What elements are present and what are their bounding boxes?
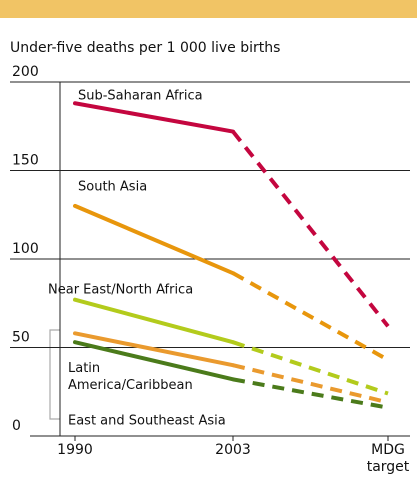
x-tick-label: 2003 — [215, 442, 251, 458]
series-label: Latin America/Caribbean — [68, 361, 193, 393]
line-solid — [73, 101, 235, 134]
series-label: Sub-Saharan Africa — [78, 89, 203, 104]
x-tick-label: MDG target — [367, 442, 410, 475]
y-tick-label: 0 — [12, 418, 21, 434]
line-solid — [73, 340, 235, 382]
top-band — [0, 0, 417, 18]
line-dashed — [232, 377, 389, 410]
y-tick-label: 100 — [12, 241, 39, 257]
line-solid — [73, 331, 235, 368]
label-bracket — [49, 329, 60, 420]
line-dashed — [232, 271, 389, 362]
line-dashed — [232, 340, 389, 396]
y-tick-label: 150 — [12, 153, 39, 169]
y-tick-label: 50 — [12, 330, 30, 346]
y-tick-label: 200 — [12, 64, 39, 80]
series-label: East and Southeast Asia — [68, 414, 226, 429]
line-solid — [73, 203, 235, 276]
series-label: South Asia — [78, 180, 147, 195]
line-solid — [73, 297, 235, 345]
series-label: Near East/North Africa — [48, 283, 193, 298]
chart-title: Under-five deaths per 1 000 live births — [10, 40, 280, 56]
line-dashed — [232, 363, 389, 405]
x-tick-label: 1990 — [57, 442, 93, 458]
line-dashed — [231, 130, 390, 328]
